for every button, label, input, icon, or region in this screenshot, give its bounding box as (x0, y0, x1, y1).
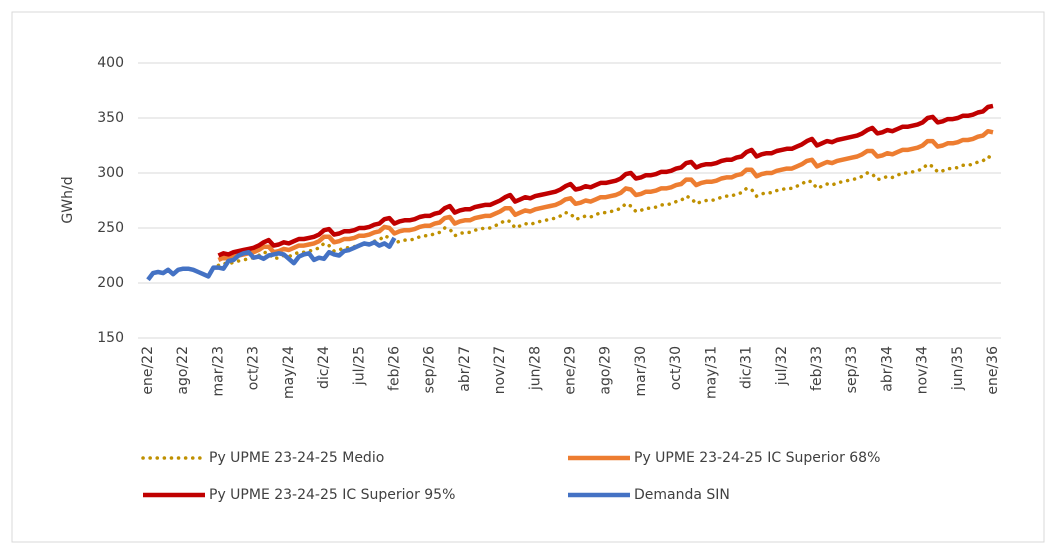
y-tick-label: 300 (97, 165, 124, 181)
x-tick-label: oct/23 (246, 346, 262, 390)
x-tick-label: dic/24 (316, 346, 332, 389)
chart-border (11, 11, 1045, 543)
series-line (217, 103, 994, 258)
x-tick-label: ago/29 (598, 346, 614, 395)
x-tick-label: feb/33 (809, 346, 825, 391)
x-tick-label: sep/26 (422, 346, 438, 393)
y-tick-label: 350 (97, 110, 124, 126)
y-tick-label: 250 (97, 220, 124, 236)
x-tick-label: abr/27 (457, 346, 473, 392)
x-tick-label: jul/32 (774, 346, 790, 386)
x-tick-label: jun/35 (950, 346, 966, 391)
x-tick-label: ene/36 (985, 346, 1001, 395)
series-line (146, 236, 397, 282)
series-line (217, 128, 994, 262)
x-tick-label: nov/34 (915, 346, 931, 394)
x-tick-label: feb/26 (386, 346, 402, 391)
x-tick-label: may/24 (281, 346, 297, 399)
x-tick-label: abr/34 (879, 346, 895, 392)
x-tick-label: nov/27 (492, 346, 508, 394)
x-tick-label: ene/22 (140, 346, 156, 395)
x-tick-label: dic/31 (739, 346, 755, 389)
x-tick-label: ago/22 (175, 346, 191, 395)
x-tick-label: jun/28 (527, 346, 543, 391)
x-tick-label: oct/30 (668, 346, 684, 390)
y-tick-label: 200 (97, 275, 124, 291)
legend-label: Py UPME 23-24-25 IC Superior 95% (209, 487, 455, 503)
y-tick-label: 150 (97, 330, 124, 346)
x-tick-label: ene/29 (563, 346, 579, 395)
legend-label: Py UPME 23-24-25 Medio (209, 450, 384, 466)
x-tick-label: mar/30 (633, 346, 649, 397)
y-tick-label: 400 (97, 55, 124, 71)
legend-label: Py UPME 23-24-25 IC Superior 68% (634, 450, 880, 466)
x-tick-label: jul/25 (351, 346, 367, 386)
y-axis-label: GWh/d (60, 176, 76, 223)
x-tick-label: sep/33 (844, 346, 860, 393)
series-line (216, 154, 995, 268)
legend-label: Demanda SIN (634, 487, 730, 503)
x-tick-label: mar/23 (210, 346, 226, 397)
x-tick-label: may/31 (703, 346, 719, 399)
